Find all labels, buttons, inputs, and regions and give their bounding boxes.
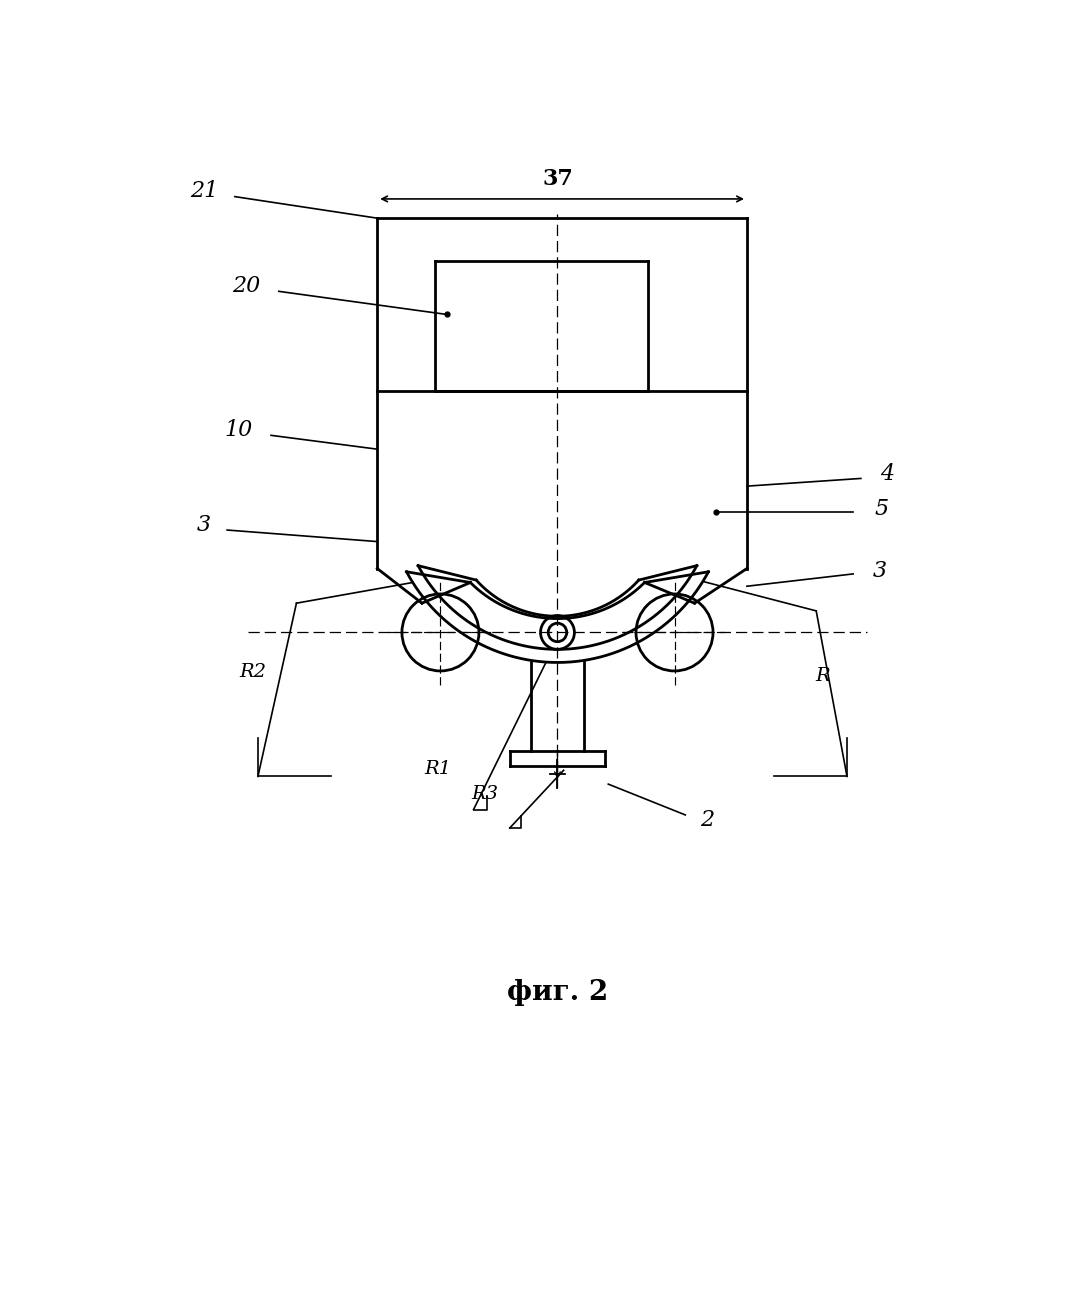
Text: 10: 10	[225, 419, 253, 441]
Text: 4: 4	[880, 463, 895, 484]
Text: 20: 20	[233, 275, 261, 297]
Text: 3: 3	[872, 559, 886, 581]
Text: 2: 2	[700, 809, 714, 831]
Text: 37: 37	[542, 168, 573, 190]
Text: 3: 3	[197, 514, 211, 536]
Text: 21: 21	[190, 180, 218, 203]
Text: R3: R3	[472, 786, 499, 804]
Text: R2: R2	[239, 664, 266, 681]
Text: R1: R1	[424, 760, 451, 778]
Text: R: R	[815, 668, 829, 685]
Text: 5: 5	[875, 499, 889, 521]
Text: фиг. 2: фиг. 2	[507, 978, 608, 1005]
